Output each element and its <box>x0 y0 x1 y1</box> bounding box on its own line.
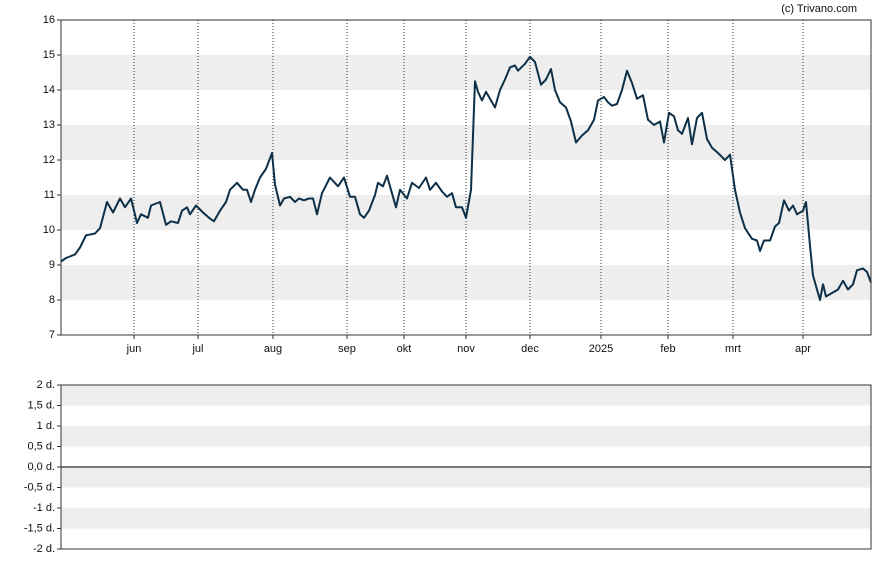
y-tick-label: 11 <box>44 189 55 201</box>
y-tick-label: 8 <box>49 294 55 306</box>
x-tick-label: okt <box>397 343 412 355</box>
x-tick-label: sep <box>338 343 356 355</box>
y-tick-label: -1 d. <box>33 502 55 514</box>
grid-band <box>61 508 871 529</box>
y-tick-label: 16 <box>43 14 55 26</box>
y-tick-label: 9 <box>49 259 55 271</box>
x-tick-label: 2025 <box>589 343 613 355</box>
y-tick-label: -1,5 d. <box>24 522 55 534</box>
price-line <box>60 55 872 301</box>
credit: (c) Trivano.com <box>781 3 857 15</box>
y-tick-label: 0,0 d. <box>27 461 55 473</box>
y-tick-label: 1,5 d. <box>27 399 55 411</box>
x-tick-label: aug <box>264 343 282 355</box>
grid-band <box>61 265 871 300</box>
y-tick-label: 7 <box>49 329 55 341</box>
x-tick-label: feb <box>660 343 675 355</box>
grid-band <box>61 385 871 406</box>
y-tick-label: 15 <box>43 49 55 61</box>
grid-band <box>61 467 871 488</box>
x-tick-label: jun <box>126 343 142 355</box>
x-tick-label: nov <box>457 343 475 355</box>
grid-band <box>61 426 871 447</box>
y-tick-label: 0,5 d. <box>27 440 55 452</box>
x-tick-label: dec <box>521 343 539 355</box>
x-tick-label: apr <box>795 343 811 355</box>
y-tick-label: 14 <box>43 84 55 96</box>
grid-band <box>61 125 871 160</box>
plot-frame <box>60 384 872 550</box>
y-tick-label: 13 <box>43 119 55 131</box>
y-tick-label: 1 d. <box>37 420 55 432</box>
y-tick-label: 12 <box>43 154 55 166</box>
y-tick-label: -2 d. <box>33 543 55 555</box>
y-tick-label: 10 <box>43 224 55 236</box>
x-tick-label: jul <box>191 343 203 355</box>
grid-band <box>61 55 871 90</box>
y-tick-label: -0,5 d. <box>24 481 55 493</box>
plot-frame <box>60 19 872 336</box>
y-tick-label: 2 d. <box>37 379 55 391</box>
x-tick-label: mrt <box>725 343 741 355</box>
